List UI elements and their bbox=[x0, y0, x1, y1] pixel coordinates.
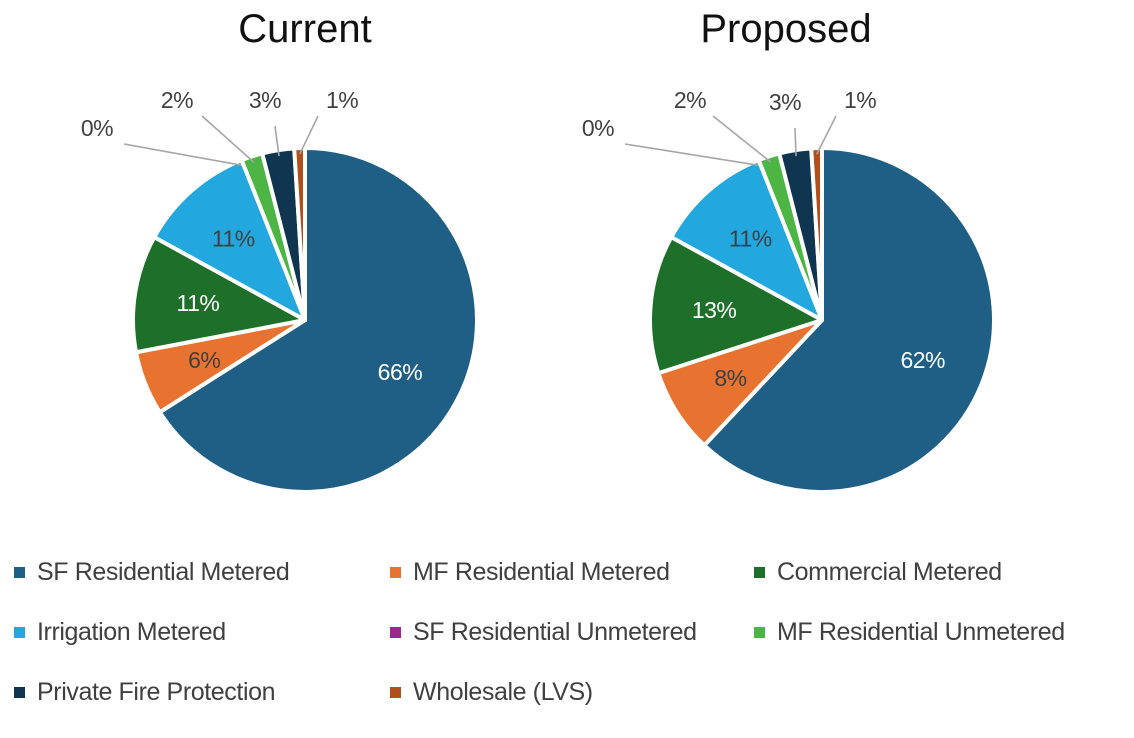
legend-item-sf-residential-metered: SF Residential Metered bbox=[14, 558, 290, 587]
leader-line-mf-residential-unmetered bbox=[712, 115, 772, 163]
legend-label: Wholesale (LVS) bbox=[413, 678, 593, 706]
legend-label: Commercial Metered bbox=[777, 558, 1002, 586]
legend-label: SF Residential Metered bbox=[37, 558, 290, 586]
data-label-sf-residential-metered: 66% bbox=[378, 359, 423, 385]
data-label-irrigation-metered: 11% bbox=[212, 226, 255, 252]
leader-line-private-fire-protection bbox=[274, 125, 280, 157]
legend-row: Irrigation Metered SF Residential Unmete… bbox=[14, 618, 1130, 678]
pie-slice-wholesale-lvs bbox=[292, 145, 307, 322]
pie-proposed: 62% 8% 13% 11% 0% 2% 3% 1% bbox=[582, 87, 996, 494]
legend-swatch bbox=[390, 567, 401, 578]
data-label-wholesale-lvs: 1% bbox=[326, 87, 358, 113]
legend-swatch bbox=[14, 687, 25, 698]
pie-slice-commercial-metered bbox=[131, 235, 307, 355]
legend-label: MF Residential Unmetered bbox=[777, 618, 1065, 646]
data-label-commercial-metered: 11% bbox=[177, 290, 220, 316]
data-label-mf-residential-metered: 6% bbox=[188, 347, 220, 373]
data-label-wholesale-lvs: 1% bbox=[844, 87, 876, 113]
legend-item-sf-residential-unmetered: SF Residential Unmetered bbox=[390, 618, 697, 647]
data-label-sf-residential-unmetered: 0% bbox=[582, 115, 614, 141]
legend-label: Irrigation Metered bbox=[37, 618, 226, 646]
leader-line-wholesale-lvs bbox=[816, 115, 837, 155]
chart-title-current: Current bbox=[238, 7, 371, 51]
data-label-private-fire-protection: 3% bbox=[249, 87, 281, 113]
legend-item-mf-residential-unmetered: MF Residential Unmetered bbox=[754, 618, 1065, 647]
legend-label: MF Residential Metered bbox=[413, 558, 670, 586]
pie-slice-sf-residential-metered bbox=[702, 146, 996, 494]
legend-item-wholesale-lvs: Wholesale (LVS) bbox=[390, 678, 593, 707]
leader-line-wholesale-lvs bbox=[299, 115, 319, 155]
legend-item-mf-residential-metered: MF Residential Metered bbox=[390, 558, 670, 587]
data-label-sf-residential-unmetered: 0% bbox=[81, 115, 113, 141]
legend-item-commercial-metered: Commercial Metered bbox=[754, 558, 1002, 587]
leader-line-sf-residential-unmetered bbox=[123, 143, 245, 167]
chart-title-proposed: Proposed bbox=[700, 7, 871, 51]
pie-slice-commercial-metered bbox=[648, 235, 824, 376]
legend-item-private-fire-protection: Private Fire Protection bbox=[14, 678, 276, 707]
pie-slice-wholesale-lvs bbox=[809, 145, 824, 322]
legend-label: SF Residential Unmetered bbox=[413, 618, 697, 646]
leader-line-sf-residential-unmetered bbox=[624, 143, 762, 167]
legend-row: SF Residential Metered MF Residential Me… bbox=[14, 558, 1130, 618]
legend-swatch bbox=[14, 567, 25, 578]
legend-swatch bbox=[754, 567, 765, 578]
pie-slice-irrigation-metered bbox=[669, 158, 824, 322]
legend-swatch bbox=[390, 687, 401, 698]
legend-swatch bbox=[754, 627, 765, 638]
legend-swatch bbox=[390, 627, 401, 638]
pie-charts-canvas: Current Proposed 66% 6% 11% 11% 0% 2% 3% 1% 62%… bbox=[81, 7, 996, 494]
legend-label: Private Fire Protection bbox=[37, 678, 276, 706]
legend-swatch bbox=[14, 627, 25, 638]
data-label-mf-residential-unmetered: 2% bbox=[161, 87, 193, 113]
pie-slice-sf-residential-metered bbox=[157, 146, 479, 494]
data-label-commercial-metered: 13% bbox=[692, 297, 737, 323]
data-label-private-fire-protection: 3% bbox=[769, 89, 801, 115]
pie-slice-irrigation-metered bbox=[152, 158, 307, 322]
legend-row: Private Fire Protection Wholesale (LVS) bbox=[14, 678, 1130, 738]
legend: SF Residential Metered MF Residential Me… bbox=[14, 558, 1130, 738]
data-label-mf-residential-metered: 8% bbox=[714, 365, 746, 391]
data-label-mf-residential-unmetered: 2% bbox=[674, 87, 706, 113]
data-label-sf-residential-metered: 62% bbox=[900, 347, 945, 373]
legend-item-irrigation-metered: Irrigation Metered bbox=[14, 618, 226, 647]
leader-line-private-fire-protection bbox=[794, 127, 797, 157]
data-label-irrigation-metered: 11% bbox=[729, 226, 772, 252]
pie-current: 66% 6% 11% 11% 0% 2% 3% 1% bbox=[81, 87, 479, 494]
leader-line-mf-residential-unmetered bbox=[201, 115, 255, 163]
